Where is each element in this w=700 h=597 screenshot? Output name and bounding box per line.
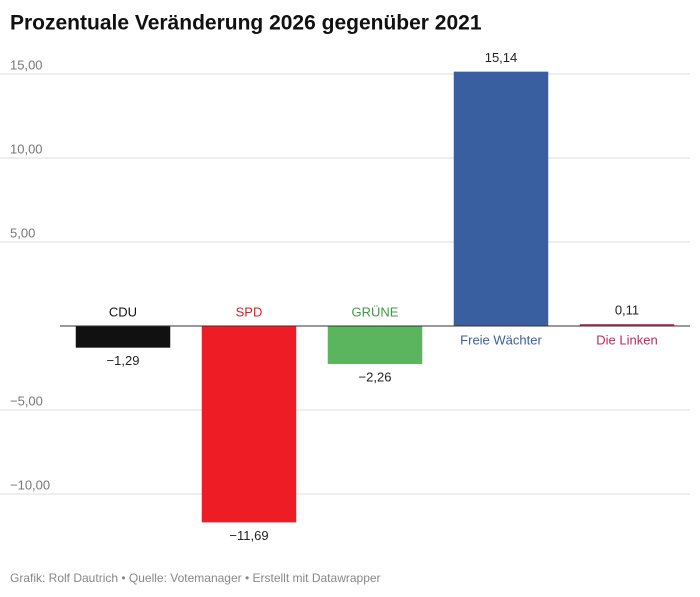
y-tick-label: −10,00 (10, 477, 50, 492)
y-tick-label: 15,00 (10, 57, 43, 72)
bar (75, 326, 171, 348)
y-tick-label: 10,00 (10, 141, 43, 156)
category-label: CDU (109, 304, 137, 319)
bar (579, 324, 675, 326)
category-label: Freie Wächter (460, 332, 542, 347)
bar (327, 326, 423, 364)
y-tick-label: −5,00 (10, 393, 43, 408)
value-label: 0,11 (615, 303, 639, 318)
bar (201, 326, 297, 523)
bar (453, 71, 549, 326)
value-label: −2,26 (359, 369, 392, 384)
value-label: −11,69 (229, 528, 268, 543)
category-label: SPD (236, 304, 263, 319)
chart-title: Prozentuale Veränderung 2026 gegenüber 2… (10, 12, 482, 35)
value-label: −1,29 (107, 353, 140, 368)
category-label: GRÜNE (352, 304, 399, 319)
category-label: Die Linken (596, 332, 657, 347)
y-tick-label: 5,00 (10, 225, 35, 240)
footer: Grafik: Rolf Dautrich • Quelle: Votemana… (10, 571, 381, 585)
value-label: 15,14 (485, 50, 518, 65)
